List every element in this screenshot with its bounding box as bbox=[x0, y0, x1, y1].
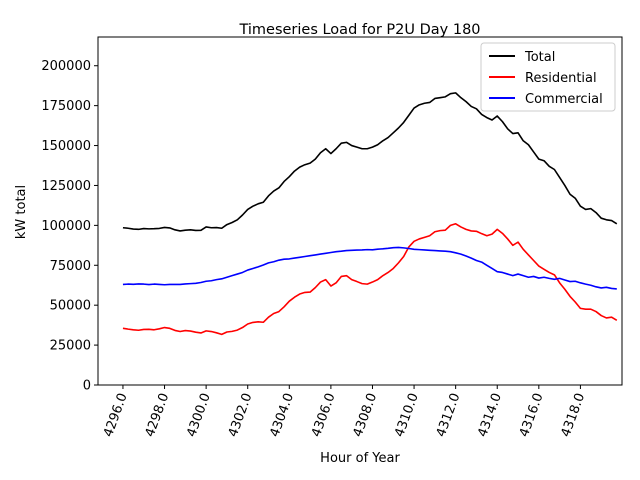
series-line-total bbox=[122, 92, 618, 232]
legend-label-total: Total bbox=[524, 50, 555, 65]
y-tick-label: 100000 bbox=[41, 219, 91, 234]
y-tick-label: 75000 bbox=[50, 259, 91, 274]
y-tick-label: 150000 bbox=[41, 139, 91, 154]
y-tick-label: 125000 bbox=[41, 179, 91, 194]
y-tick-label: 200000 bbox=[41, 59, 91, 74]
y-tick-label: 25000 bbox=[50, 339, 91, 354]
legend-label-residential: Residential bbox=[525, 71, 597, 86]
series-line-residential bbox=[122, 222, 618, 336]
chart-title: Timeseries Load for P2U Day 180 bbox=[238, 22, 480, 38]
y-tick-label: 50000 bbox=[50, 299, 91, 314]
x-axis-title: Hour of Year bbox=[320, 451, 400, 466]
series-line-commercial bbox=[122, 246, 617, 290]
y-tick-label: 175000 bbox=[41, 99, 91, 114]
y-axis-title: kW total bbox=[14, 185, 29, 239]
legend-label-commercial: Commercial bbox=[525, 92, 603, 107]
y-tick-label: 0 bbox=[83, 379, 91, 394]
axes-frame bbox=[97, 36, 623, 386]
legend: Total Residential Commercial bbox=[480, 42, 616, 112]
legend-box bbox=[480, 42, 616, 112]
